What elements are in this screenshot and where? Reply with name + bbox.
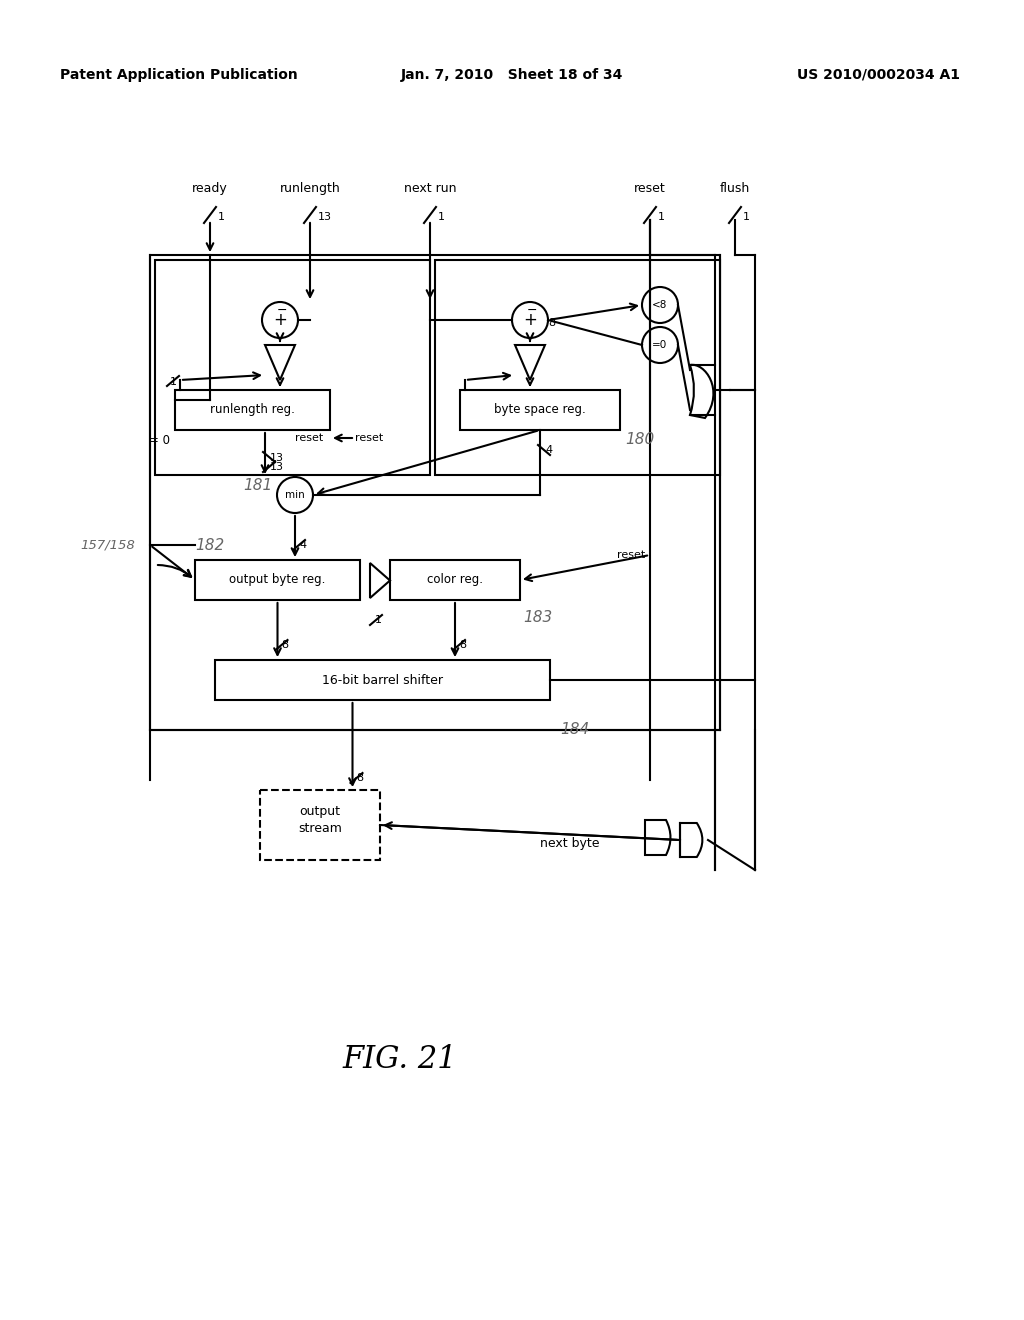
Bar — [260, 789, 380, 861]
Text: 8: 8 — [548, 318, 555, 327]
Text: 4: 4 — [299, 540, 306, 550]
FancyBboxPatch shape — [195, 560, 360, 601]
Text: +: + — [273, 312, 287, 329]
Text: US 2010/0002034 A1: US 2010/0002034 A1 — [797, 69, 961, 82]
Text: 8: 8 — [459, 640, 466, 649]
Text: flush: flush — [720, 182, 751, 195]
Text: output byte reg.: output byte reg. — [229, 573, 326, 586]
Text: 8: 8 — [282, 640, 289, 649]
Text: 1: 1 — [438, 213, 445, 222]
FancyBboxPatch shape — [215, 660, 550, 700]
Text: 13: 13 — [270, 453, 284, 463]
Text: 4: 4 — [545, 445, 552, 455]
Text: reset: reset — [616, 550, 645, 560]
FancyBboxPatch shape — [390, 560, 520, 601]
Text: 1: 1 — [658, 213, 665, 222]
Text: next run: next run — [403, 182, 457, 195]
Text: 183: 183 — [523, 610, 552, 626]
Text: next byte: next byte — [540, 837, 599, 850]
Text: −: − — [526, 304, 538, 317]
Text: FIG. 21: FIG. 21 — [343, 1044, 458, 1076]
FancyBboxPatch shape — [460, 389, 620, 430]
FancyBboxPatch shape — [435, 260, 720, 475]
Text: 16-bit barrel shifter: 16-bit barrel shifter — [322, 673, 443, 686]
Text: 1: 1 — [375, 615, 382, 624]
Text: output
stream: output stream — [298, 805, 342, 836]
Text: 180: 180 — [625, 433, 654, 447]
Text: 8: 8 — [356, 774, 364, 783]
Text: 13: 13 — [318, 213, 332, 222]
FancyBboxPatch shape — [150, 255, 720, 730]
Text: Patent Application Publication: Patent Application Publication — [60, 69, 298, 82]
Text: 184: 184 — [560, 722, 589, 738]
Text: runlength: runlength — [280, 182, 340, 195]
Text: <8: <8 — [652, 300, 668, 310]
Text: −: − — [276, 304, 288, 317]
FancyBboxPatch shape — [155, 260, 430, 475]
Text: runlength reg.: runlength reg. — [210, 404, 295, 417]
Text: 182: 182 — [195, 537, 224, 553]
Text: min: min — [285, 490, 305, 500]
Text: 1: 1 — [743, 213, 750, 222]
Text: reset: reset — [295, 433, 323, 444]
Text: 1: 1 — [218, 213, 225, 222]
Text: 181: 181 — [243, 478, 272, 492]
Text: 13: 13 — [270, 462, 284, 473]
FancyBboxPatch shape — [175, 389, 330, 430]
Text: reset: reset — [355, 433, 383, 444]
Text: reset: reset — [634, 182, 666, 195]
Text: 1: 1 — [170, 378, 176, 387]
Text: ready: ready — [193, 182, 228, 195]
Text: +: + — [523, 312, 537, 329]
Text: =0: =0 — [652, 341, 668, 350]
Text: 157/158: 157/158 — [80, 539, 135, 552]
Text: byte space reg.: byte space reg. — [495, 404, 586, 417]
Text: = 0: = 0 — [150, 433, 170, 446]
Text: color reg.: color reg. — [427, 573, 483, 586]
Text: Jan. 7, 2010   Sheet 18 of 34: Jan. 7, 2010 Sheet 18 of 34 — [400, 69, 624, 82]
